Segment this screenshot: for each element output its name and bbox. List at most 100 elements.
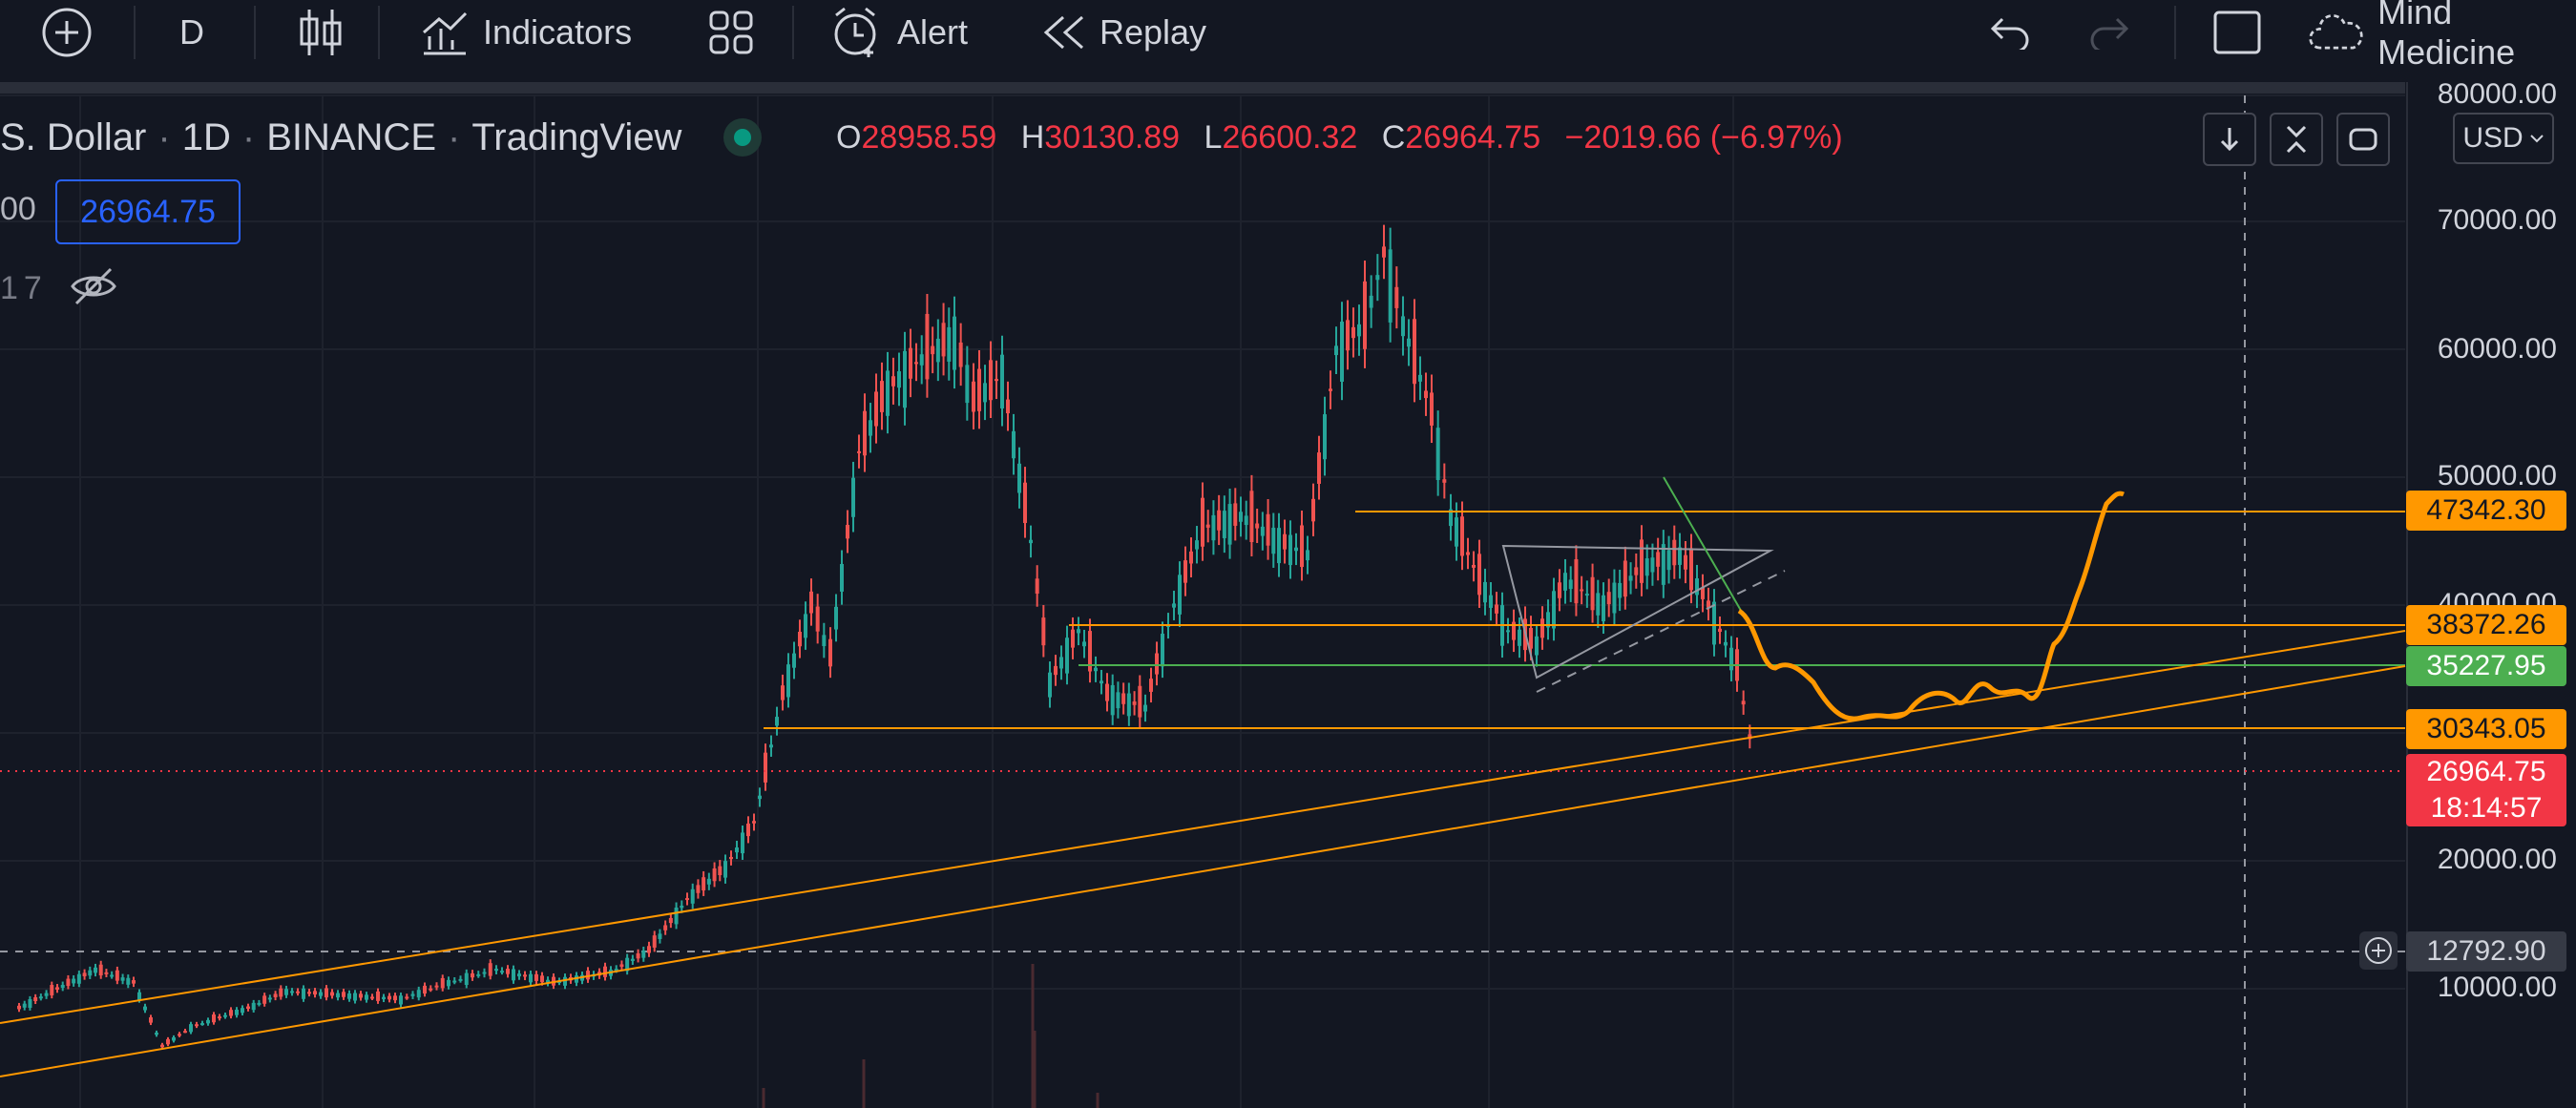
candle-body: [1178, 575, 1182, 615]
indicator-legend-fragment: 17: [0, 270, 48, 306]
candle-body: [452, 980, 457, 983]
price-tag-38372[interactable]: 38372.26: [2406, 605, 2566, 645]
candle-body: [267, 997, 272, 1000]
collapse-button[interactable]: [2270, 113, 2323, 166]
sync-button[interactable]: [2336, 113, 2390, 166]
collapse-icon: [2286, 125, 2307, 154]
symbol-legend[interactable]: S. Dollar · 1D · BINANCE · TradingView: [0, 107, 763, 168]
candle-body: [1640, 539, 1644, 583]
candle-body: [718, 866, 723, 875]
interval-label: D: [179, 12, 204, 52]
candle-body: [1707, 600, 1710, 608]
candle-body: [1741, 700, 1746, 705]
candle-body: [674, 907, 679, 925]
candle-body: [98, 964, 103, 976]
candle-body: [1172, 603, 1176, 608]
redo-button[interactable]: [2088, 0, 2130, 65]
chart-type-button[interactable]: [298, 0, 344, 65]
candle-body: [1684, 554, 1687, 570]
candle-body: [663, 925, 668, 930]
trend-line-upper: [0, 630, 2406, 1024]
candle-body: [1650, 557, 1655, 573]
candle-body: [1506, 630, 1510, 633]
candle-body: [764, 752, 767, 783]
candle-body: [1132, 701, 1137, 705]
candle-body: [1255, 523, 1260, 529]
candle-body: [1288, 534, 1292, 566]
candle-body: [1724, 641, 1728, 646]
candle-body: [1161, 634, 1164, 667]
price-tag-30343[interactable]: 30343.05: [2406, 709, 2566, 749]
price-tag-47342[interactable]: 47342.30: [2406, 491, 2566, 531]
candle-body: [1329, 388, 1332, 391]
candle-body: [1357, 324, 1361, 337]
scroll-to-latest-button[interactable]: [2203, 113, 2256, 166]
price-axis-tick: 60000.00: [2437, 333, 2557, 365]
alert-button[interactable]: Alert: [830, 0, 968, 65]
candle-body: [809, 591, 813, 614]
candle-body: [172, 1036, 176, 1041]
candle-body: [1407, 338, 1411, 347]
candle-body: [1618, 582, 1623, 598]
candle-body: [1413, 319, 1416, 385]
candle-body: [50, 985, 54, 995]
candle-body: [416, 990, 421, 998]
candle-body: [1418, 374, 1422, 382]
price-axis-tick: 20000.00: [2437, 844, 2557, 875]
green-trend-line: [1663, 476, 1748, 621]
candle-body: [1082, 641, 1086, 647]
candle-body: [440, 977, 445, 989]
add-alert-button[interactable]: [2359, 931, 2398, 970]
layout-button[interactable]: Mind Medicine: [2308, 0, 2576, 72]
candle-body: [1712, 601, 1716, 645]
candle-body: [914, 362, 918, 365]
currency-select[interactable]: USD: [2453, 113, 2554, 164]
candle-body: [977, 368, 981, 411]
indicators-button[interactable]: Indicators: [420, 0, 632, 65]
candle-body: [1017, 463, 1021, 493]
candle-body: [189, 1024, 193, 1033]
candle-body: [840, 563, 844, 592]
hide-indicator-button[interactable]: [69, 265, 118, 312]
candle-body: [1596, 593, 1601, 616]
candle-body: [1584, 594, 1589, 596]
interval-button[interactable]: D: [179, 0, 204, 65]
alert-label: Alert: [897, 12, 969, 52]
alarm-clock-icon: [834, 7, 876, 57]
candle-body: [1094, 667, 1098, 672]
candle-body: [1294, 547, 1298, 552]
candle-body: [1227, 504, 1232, 545]
candle-body: [989, 360, 993, 401]
candle-body: [1346, 320, 1350, 351]
replay-button[interactable]: Replay: [1042, 0, 1206, 65]
candle-body: [290, 991, 294, 993]
candle-body: [246, 1006, 250, 1010]
candle-body: [834, 606, 838, 630]
candle-body: [925, 313, 930, 380]
rewind-icon: [1043, 15, 1083, 50]
fullscreen-button[interactable]: [2212, 0, 2262, 65]
candle-body: [1266, 513, 1270, 546]
chevron-down-icon: [2529, 135, 2544, 143]
candle-body: [1568, 579, 1573, 590]
price-tag-35227[interactable]: 35227.95: [2406, 646, 2566, 686]
candle-body: [44, 993, 49, 996]
candle-body: [781, 685, 785, 700]
layout-name: Mind Medicine: [2377, 0, 2516, 72]
candle-body: [325, 988, 328, 998]
candle-body: [869, 420, 872, 436]
add-symbol-button[interactable]: [40, 0, 94, 65]
candle-body: [815, 606, 820, 632]
undo-button[interactable]: [1989, 0, 2031, 65]
candle-body: [1546, 612, 1550, 628]
templates-button[interactable]: [708, 0, 754, 65]
candle-body: [1277, 528, 1281, 564]
sync-icon: [2349, 128, 2377, 151]
candle-body: [458, 978, 463, 981]
candle-body: [680, 905, 684, 909]
candle-body: [229, 1010, 233, 1016]
candle-body: [769, 744, 773, 748]
candle-body: [1138, 685, 1142, 718]
